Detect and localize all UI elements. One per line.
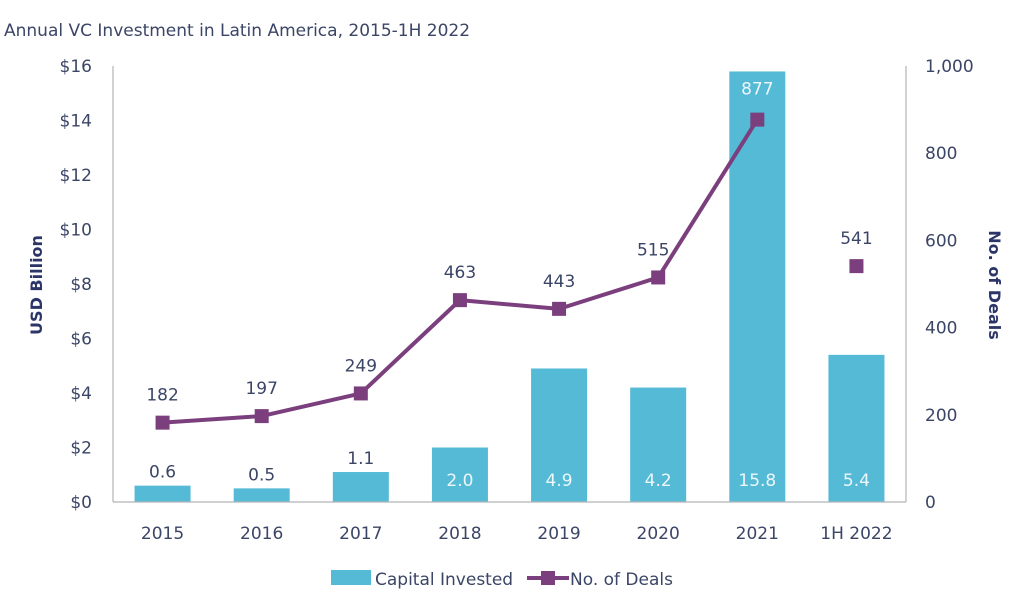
legend: Capital Invested No. of Deals <box>331 570 673 590</box>
right-tick-label: 400 <box>925 319 957 339</box>
deal-data-label: 249 <box>345 356 377 376</box>
x-tick-label: 2018 <box>438 524 481 544</box>
deal-marker <box>849 259 864 274</box>
left-tick-label: $14 <box>60 112 92 132</box>
deal-data-label: 197 <box>245 379 277 399</box>
deal-labels: 182 197 249 463 443 515 877 541 <box>146 80 872 406</box>
deals-line-series <box>155 112 864 430</box>
legend-item-no-of-deals[interactable]: No. of Deals <box>527 570 673 590</box>
right-tick-label: 0 <box>925 493 936 513</box>
left-tick-label: $0 <box>70 493 92 513</box>
deal-marker <box>552 301 567 316</box>
bar-data-label: 4.9 <box>546 471 573 491</box>
right-tick-label: 200 <box>925 406 957 426</box>
right-axis-ticks: 0 200 400 600 800 1,000 <box>925 57 974 513</box>
bar <box>729 71 786 502</box>
deal-data-label: 877 <box>741 80 773 100</box>
x-axis-ticks: 2015 2016 2017 2018 2019 2020 2021 1H 2022 <box>141 524 893 544</box>
bar <box>431 447 488 502</box>
bar-data-label: 15.8 <box>738 471 776 491</box>
legend-item-capital-invested[interactable]: Capital Invested <box>331 570 513 590</box>
bar <box>531 368 588 502</box>
bar <box>134 485 191 502</box>
bar-data-label: 0.5 <box>248 465 275 485</box>
x-tick-label: 2015 <box>141 524 184 544</box>
deal-marker <box>750 112 765 127</box>
chart-title: Annual VC Investment in Latin America, 2… <box>4 21 470 41</box>
right-tick-label: 800 <box>925 144 957 164</box>
left-tick-label: $10 <box>60 221 92 241</box>
deal-marker <box>254 409 269 424</box>
left-tick-label: $12 <box>60 166 92 186</box>
deal-data-label: 182 <box>146 386 178 406</box>
legend-swatch-marker <box>541 571 555 585</box>
bar-data-label: 1.1 <box>347 449 374 469</box>
left-tick-label: $2 <box>70 439 92 459</box>
bar-data-label: 4.2 <box>645 471 672 491</box>
bar-data-label: 5.4 <box>843 471 870 491</box>
right-axis-title: No. of Deals <box>985 230 1004 340</box>
x-tick-label: 2021 <box>736 524 779 544</box>
left-axis-ticks: $0 $2 $4 $6 $8 $10 $12 $14 $16 <box>60 57 92 513</box>
bar <box>233 488 290 502</box>
bar-data-label: 2.0 <box>446 471 473 491</box>
bar <box>332 472 389 502</box>
left-axis-title: USD Billion <box>27 235 46 335</box>
right-tick-label: 600 <box>925 231 957 251</box>
bar <box>828 354 885 502</box>
deal-data-label: 463 <box>444 263 476 283</box>
deal-marker <box>353 386 368 401</box>
bar-labels: 0.6 0.5 1.1 2.0 4.9 4.2 15.8 5.4 <box>149 449 870 491</box>
bar-series <box>134 71 885 502</box>
left-tick-label: $4 <box>70 384 92 404</box>
left-tick-label: $16 <box>60 57 92 77</box>
legend-label-no-of-deals: No. of Deals <box>570 570 673 590</box>
deal-marker <box>651 270 666 285</box>
x-tick-label: 2020 <box>637 524 680 544</box>
deal-marker <box>452 293 467 308</box>
left-tick-label: $6 <box>70 330 92 350</box>
bar-data-label: 0.6 <box>149 463 176 483</box>
deal-data-label: 443 <box>543 272 575 292</box>
left-tick-label: $8 <box>70 275 92 295</box>
x-tick-label: 2019 <box>537 524 580 544</box>
deal-data-label: 541 <box>840 229 872 249</box>
x-tick-label: 2016 <box>240 524 283 544</box>
x-tick-label: 1H 2022 <box>820 524 892 544</box>
right-tick-label: 1,000 <box>925 57 974 77</box>
deal-data-label: 515 <box>637 240 669 260</box>
legend-label-capital-invested: Capital Invested <box>375 570 513 590</box>
legend-swatch-bar <box>331 570 371 585</box>
x-tick-label: 2017 <box>339 524 382 544</box>
bar <box>630 387 687 502</box>
deal-marker <box>155 415 170 430</box>
